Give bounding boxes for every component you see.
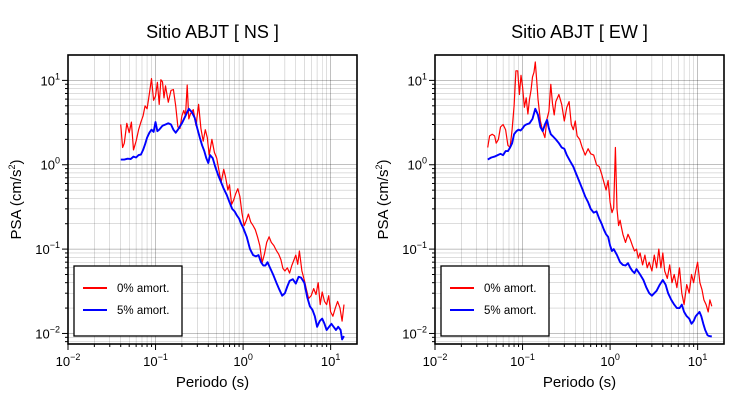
x-tick-exponent: 1 — [702, 352, 707, 362]
x-tick-exponent: 0 — [615, 352, 620, 362]
y-tick-exponent: −2 — [417, 324, 427, 334]
y-tick-base: 10 — [41, 73, 55, 88]
series-line-5pct — [487, 107, 712, 338]
x-tick-label: 10−2 — [56, 352, 81, 369]
y-tick-exponent: −1 — [417, 240, 427, 250]
legend-box — [440, 265, 550, 337]
y-tick-label: 100 — [41, 156, 60, 173]
x-tick-base: 10 — [143, 354, 157, 369]
y-tick-exponent: 1 — [422, 71, 427, 81]
series-group — [487, 61, 713, 338]
y-axis-label: PSA (cm/s2) — [374, 159, 392, 239]
chart-title: Sitio ABJT [ NS ] — [146, 22, 279, 42]
x-tick-base: 10 — [423, 354, 437, 369]
y-axis-label-superscript: 2 — [7, 164, 17, 169]
x-tick-base: 10 — [56, 354, 70, 369]
x-tick-base: 10 — [233, 354, 247, 369]
y-tick-exponent: −1 — [50, 240, 60, 250]
y-tick-label: 10−1 — [402, 240, 427, 257]
y-tick-exponent: 1 — [55, 71, 60, 81]
x-tick-label: 101 — [688, 352, 707, 369]
y-tick-label: 100 — [408, 156, 427, 173]
y-tick-base: 10 — [35, 326, 49, 341]
x-tick-exponent: −1 — [158, 352, 168, 362]
legend: 0% amort. 5% amort. — [73, 265, 183, 337]
y-tick-base: 10 — [408, 73, 422, 88]
y-tick-exponent: 0 — [422, 156, 427, 166]
y-axis-label-main: PSA (cm/s — [375, 170, 392, 240]
y-tick-label: 101 — [408, 71, 427, 88]
legend-box — [73, 265, 183, 337]
y-axis-label-end: ) — [375, 159, 392, 164]
x-tick-exponent: −1 — [525, 352, 535, 362]
chart-title: Sitio ABJT [ EW ] — [511, 22, 648, 42]
legend-label-5pct: 5% amort. — [484, 305, 536, 317]
x-tick-exponent: 1 — [335, 352, 340, 362]
x-tick-label: 101 — [321, 352, 340, 369]
x-tick-base: 10 — [600, 354, 614, 369]
x-tick-label: 10−1 — [510, 352, 535, 369]
x-tick-base: 10 — [688, 354, 702, 369]
y-axis-label-main: PSA (cm/s — [8, 170, 25, 240]
x-tick-label: 100 — [600, 352, 619, 369]
x-axis-label: Periodo (s) — [543, 374, 616, 391]
series-group — [120, 77, 345, 341]
x-tick-base: 10 — [510, 354, 524, 369]
y-tick-label: 10−1 — [35, 240, 60, 257]
x-tick-exponent: −2 — [437, 352, 447, 362]
plot-frame — [434, 54, 725, 345]
y-tick-exponent: −2 — [50, 324, 60, 334]
x-tick-label: 100 — [233, 352, 252, 369]
y-tick-base: 10 — [402, 326, 416, 341]
plot-frame — [67, 54, 358, 345]
y-tick-base: 10 — [408, 158, 422, 173]
y-tick-base: 10 — [402, 242, 416, 257]
x-tick-exponent: −2 — [70, 352, 80, 362]
y-tick-label: 10−2 — [35, 324, 60, 341]
y-axis-label-superscript: 2 — [374, 164, 384, 169]
y-axis-label-end: ) — [8, 159, 25, 164]
legend-label-0pct: 0% amort. — [117, 283, 169, 295]
y-tick-base: 10 — [35, 242, 49, 257]
series-line-5pct — [120, 107, 345, 341]
legend-label-0pct: 0% amort. — [484, 283, 536, 295]
x-axis-label: Periodo (s) — [176, 374, 249, 391]
y-tick-exponent: 0 — [55, 156, 60, 166]
y-tick-base: 10 — [41, 158, 55, 173]
x-tick-exponent: 0 — [248, 352, 253, 362]
y-tick-label: 10−2 — [402, 324, 427, 341]
legend-label-5pct: 5% amort. — [117, 305, 169, 317]
x-tick-label: 10−2 — [423, 352, 448, 369]
legend: 0% amort. 5% amort. — [440, 265, 550, 337]
series-line-0pct — [487, 61, 713, 313]
x-tick-base: 10 — [321, 354, 335, 369]
y-axis-label: PSA (cm/s2) — [7, 159, 25, 239]
y-tick-label: 101 — [41, 71, 60, 88]
x-tick-label: 10−1 — [143, 352, 168, 369]
